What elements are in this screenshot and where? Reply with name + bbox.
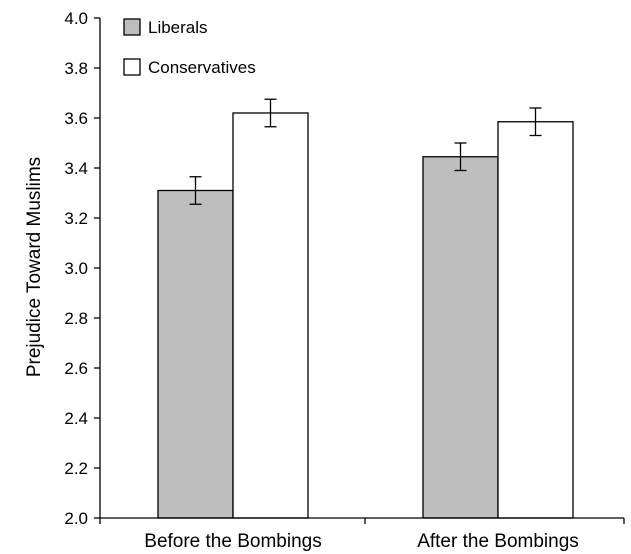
axes-layer: Before the Bombings After the Bombings 2.0… [64, 9, 625, 552]
y-tick-label: 3.8 [64, 59, 88, 78]
bar-conservatives-before [232, 112, 309, 519]
y-tick-label: 2.6 [64, 359, 88, 378]
y-tick-label: 2.2 [64, 459, 88, 478]
bar-liberals-before [157, 189, 234, 519]
legend-swatch-conservatives [123, 58, 141, 76]
x-category-label: After the Bombings [417, 531, 579, 552]
x-category-label: Before the Bombings [144, 531, 321, 552]
y-tick-label: 2.0 [64, 509, 88, 528]
y-tick-label: 3.2 [64, 209, 88, 228]
y-tick-label: 3.0 [64, 259, 88, 278]
bar-conservatives-after [497, 121, 574, 519]
bar-liberals-after [422, 156, 499, 519]
legend-swatch-liberals [123, 18, 141, 36]
error-bars-layer [189, 98, 542, 205]
y-tick-label: 3.6 [64, 109, 88, 128]
y-axis-label: Prejudice Toward Muslims [24, 157, 45, 377]
legend-label-conservatives: Conservatives [148, 58, 256, 77]
y-tick-label: 2.4 [64, 409, 88, 428]
legend-label-liberals: Liberals [148, 18, 208, 37]
bars-layer [157, 112, 574, 519]
y-tick-label: 2.8 [64, 309, 88, 328]
y-tick-label: 3.4 [64, 159, 88, 178]
y-tick-label: 4.0 [64, 9, 88, 28]
legend: Liberals Conservatives [123, 18, 256, 77]
